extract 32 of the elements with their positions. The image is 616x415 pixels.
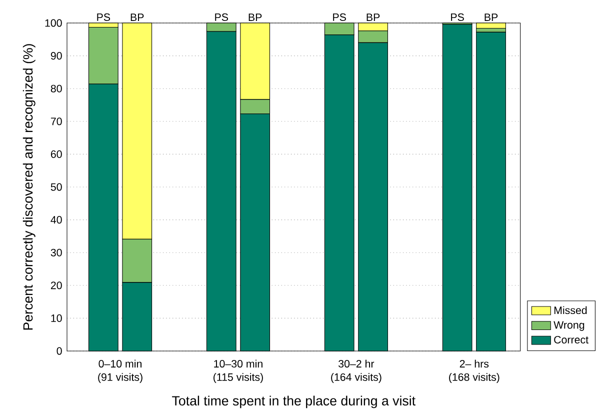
legend-label: Wrong	[554, 321, 584, 331]
legend-label: Missed	[554, 306, 587, 314]
y-tick-label: 70	[50, 118, 62, 126]
x-tick-label: BP	[484, 14, 498, 21]
y-tick-label: 60	[50, 150, 62, 158]
x-tick-label: BP	[248, 14, 262, 21]
x-axis-title: Total time spent in the place during a visit	[172, 396, 416, 408]
x-tick-label: BP	[366, 14, 380, 21]
x-tick-label: BP	[130, 14, 144, 21]
y-tick-label: 80	[50, 84, 62, 92]
text: 2– hrs	[460, 360, 489, 368]
y-tick-label: 100	[45, 19, 62, 27]
text: (91 visits)	[98, 373, 142, 383]
text: 30–2 hr	[338, 360, 374, 368]
text: 10–30 min	[214, 360, 262, 368]
y-tick-label: 50	[50, 183, 62, 191]
y-tick-label: 30	[50, 248, 62, 256]
text: (164 visits)	[331, 373, 382, 383]
y-tick-label: 0	[56, 347, 62, 355]
y-tick-label: 10	[51, 314, 62, 322]
y-axis-title: Percent correctly discovered and recognized (%)	[22, 44, 36, 330]
text: 0–10 min	[98, 360, 142, 368]
text: (115 visits)	[214, 373, 263, 383]
y-tick-label: 90	[50, 52, 62, 60]
x-tick-label: PS	[451, 13, 464, 21]
y-tick-label: 40	[50, 216, 62, 224]
legend-label: Correct	[554, 336, 588, 344]
text: (168 visits)	[449, 373, 500, 383]
y-tick-label: 20	[50, 282, 62, 290]
x-tick-label: PS	[97, 13, 110, 21]
x-tick-label: PS	[333, 13, 346, 21]
x-tick-label: PS	[215, 13, 228, 21]
